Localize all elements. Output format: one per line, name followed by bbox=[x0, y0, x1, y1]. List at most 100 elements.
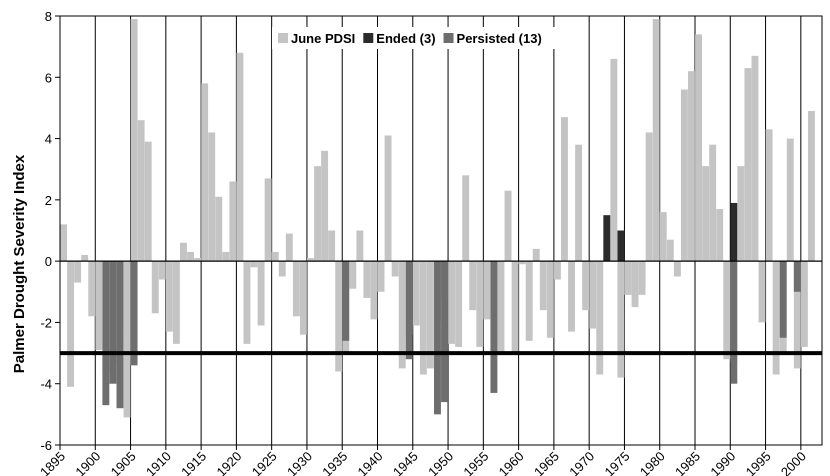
y-tick-label-0: -6 bbox=[40, 438, 52, 453]
bar-persisted-1905 bbox=[130, 261, 138, 366]
bar-june-1982 bbox=[673, 261, 681, 277]
bar-june-1923 bbox=[257, 261, 265, 326]
bar-june-1928 bbox=[292, 261, 300, 317]
x-axis: 1895 1900 1905 1910 1915 1920 1925 1930 1935 1940… bbox=[37, 445, 809, 476]
bar-june-1904 bbox=[123, 261, 131, 418]
bar-june-1959 bbox=[511, 261, 519, 354]
bar-persisted-1935 bbox=[342, 261, 350, 341]
bar-june-1984 bbox=[688, 71, 695, 262]
legend-box bbox=[272, 27, 568, 49]
bar-june-1957 bbox=[497, 261, 505, 354]
y-axis: -6 -4 -2 0 2 4 6 8 bbox=[40, 9, 60, 453]
bar-june-1941 bbox=[384, 135, 392, 262]
bar-june-1987 bbox=[709, 144, 717, 262]
bar-june-1963 bbox=[539, 261, 547, 311]
y-tick-label-6: 6 bbox=[45, 70, 52, 85]
bar-persisted-1948 bbox=[434, 261, 441, 415]
x-tick-label-1970: 1970 bbox=[566, 449, 597, 476]
bar-june-1988 bbox=[716, 209, 724, 262]
bar-june-1970 bbox=[589, 261, 597, 329]
x-tick-label-1990: 1990 bbox=[707, 449, 738, 476]
bar-june-1980 bbox=[659, 212, 667, 262]
bar-june-1945 bbox=[412, 261, 420, 326]
bar-june-1986 bbox=[702, 166, 710, 262]
bar-june-1905 bbox=[130, 19, 138, 262]
bar-persisted-1901 bbox=[102, 261, 110, 406]
bar-june-1924 bbox=[264, 178, 272, 262]
bar-june-1915 bbox=[201, 83, 209, 262]
x-tick-label-1955: 1955 bbox=[460, 449, 491, 476]
bar-june-1960 bbox=[518, 261, 526, 265]
bar-june-1943 bbox=[398, 261, 406, 369]
bar-june-1974 bbox=[617, 261, 625, 378]
x-tick-label-1945: 1945 bbox=[390, 449, 421, 476]
plot-border bbox=[59, 15, 823, 446]
bar-ended-1974 bbox=[617, 230, 625, 262]
legend: June PDSI Ended (3) Persisted (13) bbox=[272, 27, 568, 49]
bar-june-1942 bbox=[391, 261, 399, 277]
bar-persisted-1903 bbox=[116, 261, 124, 409]
bar-june-1955 bbox=[483, 261, 491, 320]
y-axis-label: Palmer Drought Severity Index bbox=[11, 154, 28, 373]
bar-june-1931 bbox=[314, 166, 321, 262]
legend-swatch-0 bbox=[278, 33, 288, 43]
bar-june-1969 bbox=[582, 261, 590, 311]
bar-june-1992 bbox=[744, 68, 752, 262]
bar-june-1922 bbox=[250, 261, 258, 268]
bar-june-1952 bbox=[462, 175, 470, 262]
bar-june-1930 bbox=[307, 258, 314, 262]
y-tick-label-5: 4 bbox=[45, 132, 52, 147]
x-tick-label-1900: 1900 bbox=[72, 449, 103, 476]
bar-june-1929 bbox=[299, 261, 307, 335]
bar-persisted-1956 bbox=[490, 261, 498, 393]
bar-ended-1972 bbox=[603, 215, 611, 262]
x-tick-label-1905: 1905 bbox=[108, 449, 139, 476]
bar-june-1940 bbox=[377, 261, 385, 292]
x-tick-label-1995: 1995 bbox=[743, 449, 774, 476]
bar-june-1958 bbox=[504, 190, 512, 262]
bar-persisted-1902 bbox=[109, 261, 117, 384]
bar-june-1953 bbox=[469, 261, 477, 311]
bar-june-1897 bbox=[74, 261, 82, 283]
bar-june-1979 bbox=[652, 19, 660, 262]
bar-june-1938 bbox=[363, 261, 371, 298]
bar-june-1936 bbox=[349, 261, 357, 289]
bar-june-1954 bbox=[476, 261, 484, 347]
x-tick-label-1915: 1915 bbox=[178, 449, 209, 476]
y-tick-label-3: 0 bbox=[45, 254, 52, 269]
bar-persisted-1949 bbox=[441, 261, 448, 403]
bar-june-1933 bbox=[328, 230, 336, 262]
bar-june-1896 bbox=[67, 261, 75, 387]
bar-june-1951 bbox=[455, 261, 463, 347]
bar-june-1918 bbox=[222, 251, 230, 262]
bar-june-1989 bbox=[723, 261, 731, 360]
bar-june-1927 bbox=[285, 233, 293, 262]
bar-june-1946 bbox=[419, 261, 427, 375]
plot-area bbox=[59, 15, 823, 446]
x-tick-label-1985: 1985 bbox=[672, 449, 703, 476]
bar-june-1910 bbox=[165, 261, 173, 332]
x-tick-label-1935: 1935 bbox=[319, 449, 350, 476]
x-tick-label-1950: 1950 bbox=[425, 449, 456, 476]
bar-june-1934 bbox=[335, 261, 343, 372]
bar-june-1907 bbox=[144, 141, 152, 262]
bar-june-1993 bbox=[751, 55, 759, 262]
bar-june-1983 bbox=[680, 89, 688, 262]
bar-june-1981 bbox=[666, 239, 674, 262]
bar-persisted-1999 bbox=[793, 261, 801, 292]
bar-june-1914 bbox=[194, 258, 202, 262]
bar-june-1921 bbox=[243, 261, 251, 344]
x-tick-label-1960: 1960 bbox=[496, 449, 527, 476]
bar-june-1968 bbox=[575, 144, 583, 262]
bar-june-1937 bbox=[356, 230, 364, 262]
bar-june-1899 bbox=[88, 261, 96, 317]
bar-persisted-1997 bbox=[779, 261, 787, 338]
x-tick-label-1940: 1940 bbox=[355, 449, 386, 476]
x-tick-label-1930: 1930 bbox=[284, 449, 315, 476]
bar-june-1976 bbox=[631, 261, 639, 308]
legend-label-0: June PDSI bbox=[291, 31, 355, 46]
bar-persisted-1990 bbox=[730, 261, 738, 384]
bar-june-1973 bbox=[610, 58, 618, 262]
bar-june-1975 bbox=[624, 261, 632, 295]
y-tick-label-2: -2 bbox=[40, 315, 52, 330]
